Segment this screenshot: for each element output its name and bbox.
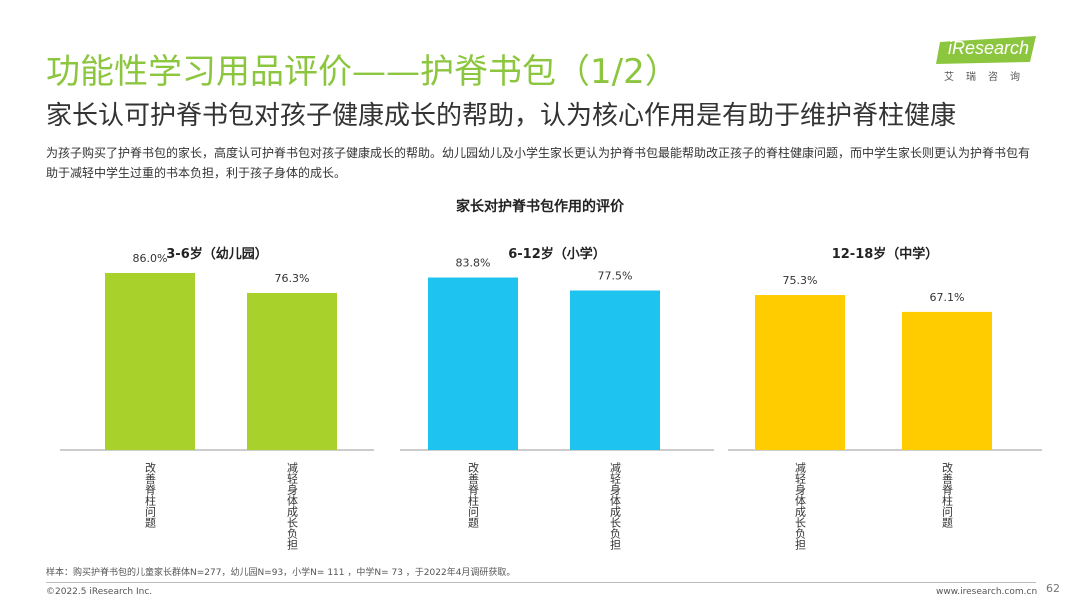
page-number: 62 — [1046, 582, 1060, 595]
iresearch-logo — [936, 36, 1036, 64]
bar-value-label: 83.8% — [456, 257, 491, 270]
category-label: 改善脊柱问题 — [144, 461, 157, 528]
category-label: 减轻身体成长负担 — [794, 462, 807, 550]
bar — [902, 311, 992, 450]
category-label: 减轻身体成长负担 — [609, 462, 622, 550]
bar-value-label: 77.5% — [598, 269, 633, 282]
category-label: 改善脊柱问题 — [467, 461, 480, 528]
bar — [428, 277, 518, 450]
panel-title: 12-18岁（中学） — [832, 246, 939, 262]
category-label: 减轻身体成长负担 — [286, 462, 299, 550]
logo-text: iResearch — [948, 38, 1030, 58]
bar — [755, 295, 845, 450]
chart-title: 家长对护脊书包作用的评价 — [456, 199, 624, 215]
page-description: 为孩子购买了护脊书包的家长，高度认可护脊书包对孩子健康成长的帮助。幼儿园幼儿及小… — [46, 146, 1031, 180]
bar-value-label: 67.1% — [930, 291, 965, 304]
bar-value-label: 76.3% — [275, 272, 310, 285]
footer-divider — [46, 582, 1036, 583]
bar-value-label: 75.3% — [783, 274, 818, 287]
copyright: ©2022.5 iResearch Inc. — [46, 587, 153, 597]
bar — [247, 292, 337, 450]
category-label: 改善脊柱问题 — [941, 461, 954, 528]
panel-title: 3-6岁（幼儿园） — [166, 246, 268, 262]
page-title: 功能性学习用品评价——护脊书包（1/2） — [46, 52, 679, 92]
panel-title: 6-12岁（小学） — [508, 246, 606, 262]
page-subtitle: 家长认可护脊书包对孩子健康成长的帮助，认为核心作用是有助于维护脊柱健康 — [46, 101, 957, 131]
logo-subtext: 艾瑞咨询 — [944, 72, 1032, 83]
website-link[interactable]: www.iresearch.com.cn — [936, 587, 1038, 597]
bar-value-label: 86.0% — [133, 252, 168, 265]
bar — [105, 273, 195, 450]
sample-footnote: 样本：购买护脊书包的儿童家长群体N=277，幼儿园N=93，小学N= 111 ，… — [46, 568, 516, 578]
bar — [570, 290, 660, 450]
